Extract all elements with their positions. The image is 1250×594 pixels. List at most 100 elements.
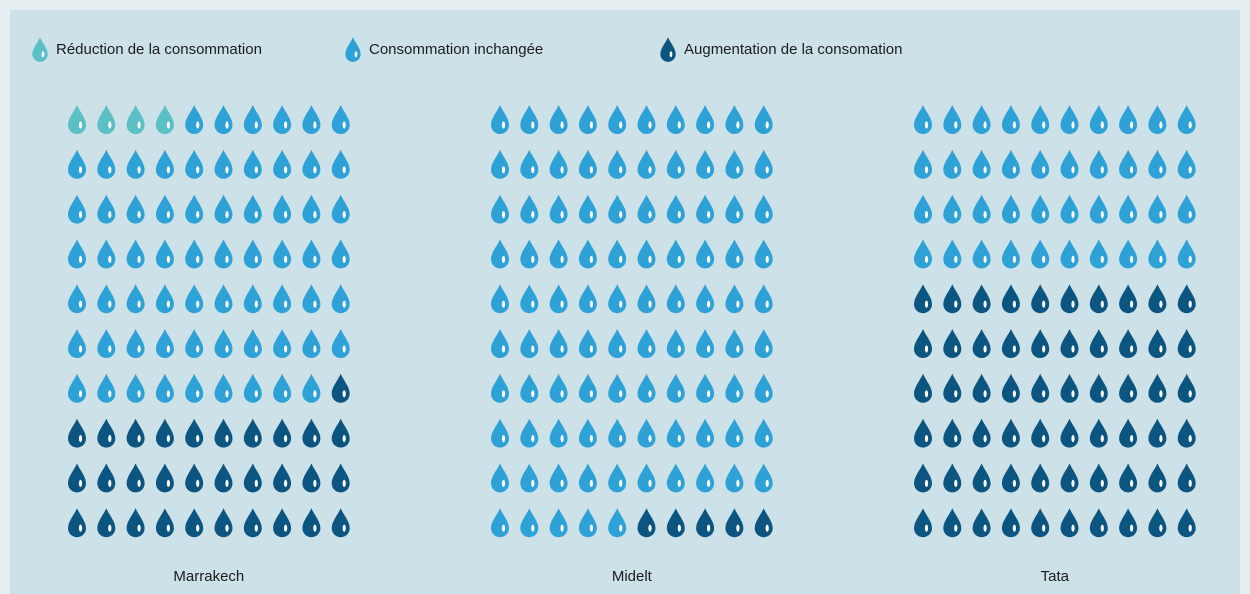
drop-highlight — [560, 524, 564, 532]
drop-highlight — [736, 524, 740, 532]
drop-highlight — [225, 435, 229, 443]
drop-highlight — [924, 300, 929, 308]
drop-highlight — [166, 390, 170, 398]
drop-highlight — [1188, 524, 1192, 532]
drop-highlight — [619, 121, 623, 129]
drop-highlight — [1100, 211, 1104, 219]
drop-highlight — [1100, 524, 1104, 532]
drop-highlight — [342, 255, 346, 263]
drop-highlight — [619, 435, 623, 443]
drop-highlight — [1012, 121, 1017, 129]
drop-highlight — [1130, 121, 1134, 129]
drop-highlight — [1071, 390, 1075, 398]
drop-highlight — [669, 51, 673, 58]
drop-highlight — [531, 255, 535, 263]
drop-highlight — [108, 345, 112, 353]
drop-highlight — [137, 345, 141, 353]
drop-highlight — [1012, 390, 1017, 398]
drop-highlight — [313, 255, 317, 263]
drop-highlight — [166, 345, 170, 353]
drop-highlight — [1100, 390, 1104, 398]
drop-highlight — [589, 345, 594, 353]
drop-highlight — [765, 524, 769, 532]
drop-highlight — [137, 166, 141, 174]
drop-highlight — [137, 435, 141, 443]
drop-highlight — [196, 524, 200, 532]
drop-highlight — [342, 166, 346, 174]
group-label: Tata — [1041, 568, 1070, 585]
drop-highlight — [313, 300, 317, 308]
drop-highlight — [924, 524, 929, 532]
drop-highlight — [589, 211, 594, 219]
drop-highlight — [225, 166, 229, 174]
drop-highlight — [954, 479, 958, 487]
drop-highlight — [531, 166, 535, 174]
drop-highlight — [1130, 390, 1134, 398]
drop-highlight — [108, 211, 112, 219]
drop-highlight — [166, 121, 170, 129]
drop-highlight — [1100, 166, 1104, 174]
drop-highlight — [313, 390, 317, 398]
drop-highlight — [501, 211, 506, 219]
drop-highlight — [166, 166, 170, 174]
drop-highlight — [531, 345, 535, 353]
drop-highlight — [284, 255, 288, 263]
drop-highlight — [707, 435, 711, 443]
drop-highlight — [225, 211, 229, 219]
drop-highlight — [736, 255, 740, 263]
drop-highlight — [924, 121, 929, 129]
drop-highlight — [589, 390, 594, 398]
drop-highlight — [108, 524, 112, 532]
drop-highlight — [284, 166, 288, 174]
drop-highlight — [1188, 166, 1192, 174]
drop-highlight — [78, 390, 83, 398]
drop-highlight — [736, 345, 740, 353]
drop-highlight — [619, 211, 623, 219]
drop-highlight — [648, 390, 652, 398]
drop-highlight — [589, 121, 594, 129]
drop-highlight — [765, 211, 769, 219]
legend-label: Consommation inchangée — [369, 41, 543, 58]
drop-highlight — [1071, 345, 1075, 353]
drop-highlight — [137, 524, 141, 532]
drop-highlight — [108, 255, 112, 263]
drop-highlight — [1071, 479, 1075, 487]
drop-highlight — [983, 435, 987, 443]
drop-highlight — [954, 255, 958, 263]
drop-highlight — [924, 479, 929, 487]
drop-highlight — [1042, 255, 1046, 263]
legend-label: Augmentation de la consomation — [684, 41, 902, 58]
drop-highlight — [1130, 479, 1134, 487]
drop-highlight — [1071, 300, 1075, 308]
group-label: Midelt — [612, 568, 653, 585]
drop-highlight — [1100, 300, 1104, 308]
drop-highlight — [1100, 121, 1104, 129]
drop-highlight — [560, 435, 564, 443]
drop-highlight — [1159, 255, 1163, 263]
drop-highlight — [707, 390, 711, 398]
drop-highlight — [501, 121, 506, 129]
drop-highlight — [924, 255, 929, 263]
drop-highlight — [677, 479, 681, 487]
drop-highlight — [354, 51, 358, 58]
drop-highlight — [501, 390, 506, 398]
drop-highlight — [1012, 300, 1017, 308]
drop-highlight — [108, 166, 112, 174]
drop-highlight — [196, 166, 200, 174]
drop-highlight — [342, 435, 346, 443]
drop-highlight — [196, 435, 200, 443]
drop-highlight — [707, 166, 711, 174]
drop-highlight — [501, 300, 506, 308]
drop-highlight — [589, 435, 594, 443]
drop-highlight — [108, 479, 112, 487]
drop-highlight — [924, 345, 929, 353]
drop-highlight — [501, 255, 506, 263]
drop-highlight — [1012, 479, 1017, 487]
drop-highlight — [501, 479, 506, 487]
drop-highlight — [78, 166, 83, 174]
drop-highlight — [1012, 211, 1017, 219]
drop-highlight — [196, 255, 200, 263]
drop-highlight — [1012, 345, 1017, 353]
drop-highlight — [619, 345, 623, 353]
drop-highlight — [313, 166, 317, 174]
